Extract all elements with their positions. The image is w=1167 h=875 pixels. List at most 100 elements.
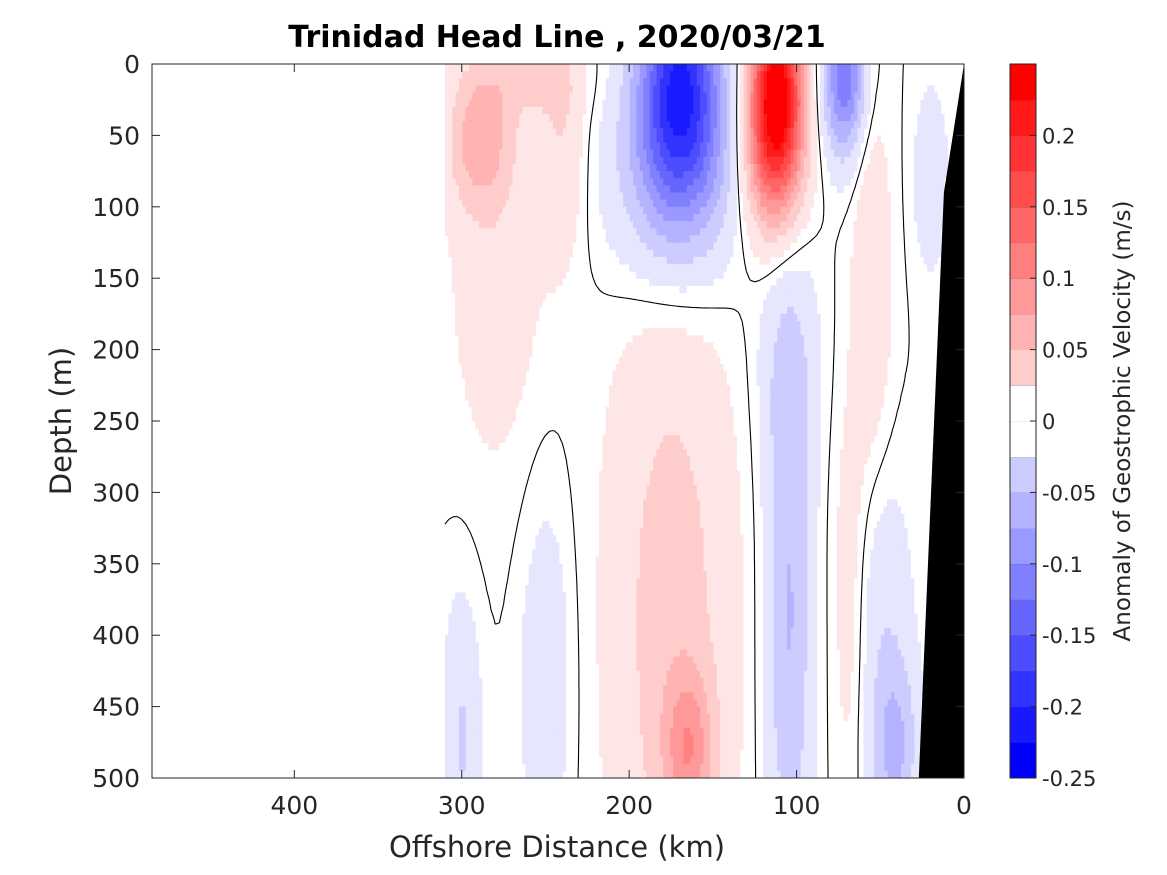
velocity-cell [736,742,741,751]
velocity-cell [876,406,881,415]
velocity-cell [870,171,875,179]
velocity-cell [860,463,865,472]
velocity-cell [676,392,680,401]
velocity-cell [726,121,731,129]
velocity-cell [682,356,687,365]
velocity-cell [743,149,747,158]
velocity-cell [799,149,804,158]
velocity-cell [873,763,878,772]
velocity-cell [809,71,814,79]
velocity-cell [709,542,714,551]
velocity-cell [736,670,741,679]
velocity-cell [846,442,851,451]
velocity-cell [870,635,875,643]
velocity-cell [846,463,851,472]
velocity-cell [876,371,881,379]
velocity-cell [890,585,895,593]
velocity-cell [716,506,721,515]
velocity-cell [676,156,680,165]
velocity-cell [863,392,868,401]
velocity-cell [786,335,791,344]
velocity-cell [783,635,788,643]
velocity-cell [689,413,694,422]
velocity-cell [766,371,771,379]
velocity-cell [863,271,868,279]
velocity-cell [853,456,858,465]
velocity-cell [886,285,891,294]
velocity-cell [682,371,687,379]
velocity-cell [699,235,704,244]
velocity-cell [799,678,804,686]
velocity-cell [789,706,794,715]
velocity-cell [696,128,701,136]
velocity-cell [843,535,848,543]
velocity-cell [699,85,704,94]
velocity-cell [900,670,905,679]
velocity-cell [809,163,814,172]
velocity-cell [917,663,922,672]
velocity-cell [873,242,878,251]
velocity-cell [773,570,778,579]
velocity-cell [776,485,781,493]
velocity-cell [863,213,868,222]
velocity-cell [753,128,757,136]
velocity-cell [746,106,751,115]
velocity-cell [796,99,801,108]
velocity-cell [900,706,905,715]
velocity-cell [796,206,801,215]
velocity-cell [876,135,881,144]
velocity-cell [789,428,794,436]
velocity-cell [870,178,875,186]
velocity-cell [682,135,687,144]
velocity-cell [689,492,694,501]
velocity-cell [722,428,727,436]
velocity-cell [696,692,701,701]
velocity-cell [702,128,707,136]
velocity-cell [900,520,905,529]
velocity-cell [763,470,768,479]
velocity-cell [712,670,717,679]
velocity-cell [769,85,774,94]
velocity-cell [843,628,848,636]
velocity-cell [836,185,841,194]
velocity-cell [749,99,754,108]
velocity-cell [702,378,707,386]
velocity-cell [739,635,744,643]
velocity-cell [759,421,764,429]
velocity-cell [903,585,908,593]
velocity-cell [679,542,684,551]
velocity-cell [706,85,711,94]
velocity-cell [846,578,851,586]
velocity-cell [907,713,912,722]
velocity-cell [886,706,891,715]
velocity-cell [796,535,801,543]
velocity-cell [726,763,731,772]
velocity-cell [692,349,697,358]
velocity-cell [886,499,891,508]
velocity-cell [886,249,891,258]
velocity-cell [759,135,764,144]
velocity-cell [753,192,757,201]
velocity-cell [866,713,871,722]
velocity-cell [890,592,895,601]
velocity-cell [923,128,928,136]
velocity-cell [763,756,768,765]
velocity-cell [816,392,821,401]
velocity-cell [793,506,798,515]
velocity-cell [806,449,811,458]
velocity-cell [709,349,714,358]
velocity-cell [696,192,701,201]
velocity-cell [850,85,855,94]
velocity-cell [803,699,808,708]
velocity-cell [823,85,828,94]
velocity-cell [763,513,768,522]
velocity-cell [876,642,881,651]
velocity-cell [783,92,788,101]
velocity-cell [853,271,858,279]
velocity-cell [702,221,707,229]
velocity-cell [853,335,858,344]
velocity-cell [679,399,684,408]
velocity-cell [776,685,781,693]
velocity-cell [773,371,778,379]
velocity-cell [809,349,814,358]
